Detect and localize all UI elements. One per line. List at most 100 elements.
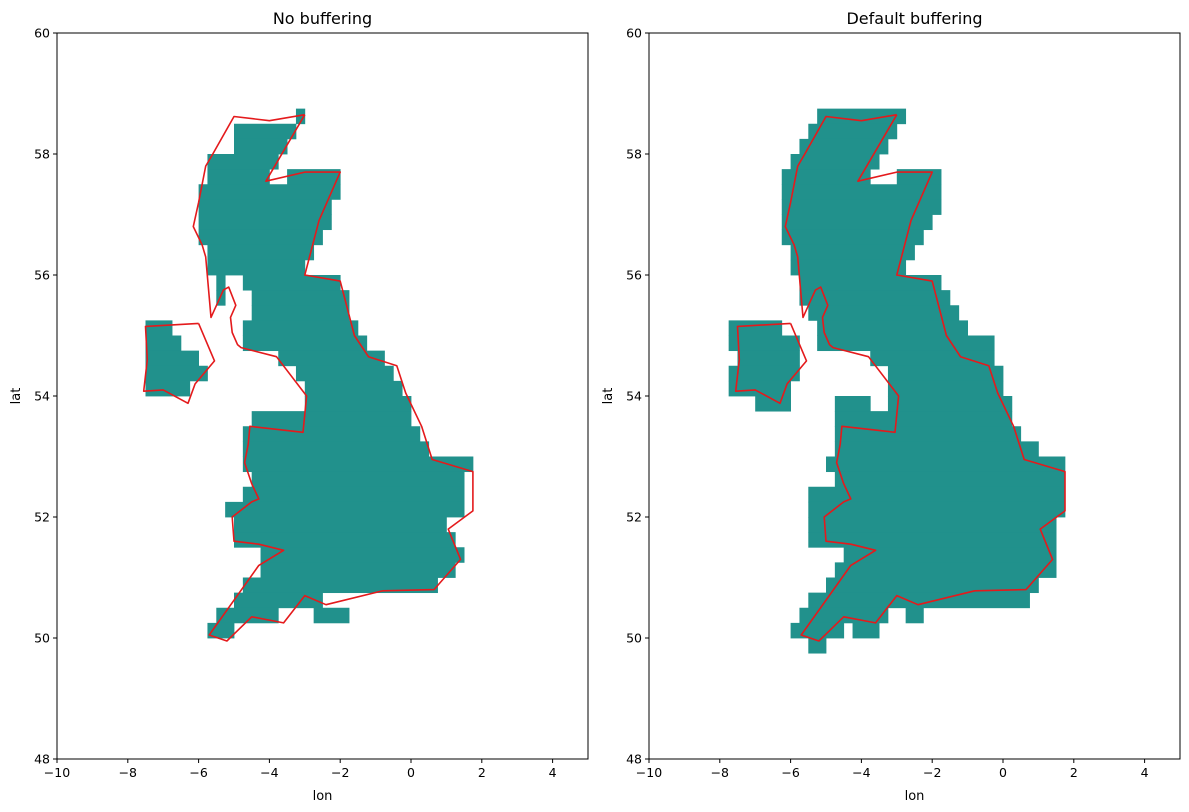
- raster-cell-run: [781, 229, 924, 246]
- raster-cell-run: [808, 501, 1066, 518]
- raster-cell-run: [728, 380, 791, 397]
- raster-cell-run: [887, 396, 1013, 412]
- y-tick-label: 48: [34, 752, 50, 767]
- map-panel-1: −10 −8 −6 −4 −2 0 2 4 48 50 52 54 56 58 60 No buffering…: [9, 9, 589, 804]
- raster-cell-run: [234, 517, 447, 533]
- raster-cell-run: [242, 275, 341, 291]
- raster-cell-run: [808, 592, 1030, 609]
- raster-cell-run: [817, 108, 907, 125]
- raster-cell-run: [207, 154, 279, 170]
- chart-title: Default buffering: [846, 9, 982, 28]
- raster-cell-run: [808, 532, 1057, 548]
- raster-cell-run: [207, 169, 270, 185]
- raster-cell-run: [242, 441, 430, 457]
- x-tick-label: 2: [478, 765, 486, 780]
- x-tick-label: 2: [1070, 765, 1078, 780]
- raster-cell-run: [755, 396, 791, 412]
- raster-cell-run: [728, 335, 800, 352]
- raster-cell-run: [808, 638, 827, 654]
- raster-cell-run: [198, 199, 332, 215]
- x-tick-label: −8: [119, 765, 137, 780]
- raster-cell-run: [234, 138, 288, 155]
- raster-cell-run: [145, 320, 173, 336]
- raster-cell-run: [808, 517, 1057, 533]
- raster-cell-run: [834, 396, 871, 412]
- x-tick-label: −8: [711, 765, 729, 780]
- y-axis-label: lat: [601, 388, 616, 405]
- raster-cell-run: [145, 335, 182, 352]
- raster-cell-run: [781, 184, 942, 200]
- ireland-outline: [734, 322, 808, 405]
- map-panel-2: −10 −8 −6 −4 −2 0 2 4 48 50 52 54 56 58 60 Default buff…: [601, 9, 1181, 804]
- raster-cell-run: [234, 123, 297, 140]
- raster-cell-run: [799, 275, 942, 291]
- raster-cell-run: [145, 380, 191, 397]
- raster-cell-run: [295, 365, 394, 382]
- raster-cell-run: [145, 350, 199, 367]
- x-tick-label: −4: [852, 765, 870, 780]
- raster-cell-run: [242, 456, 474, 473]
- raster-cell-run: [198, 214, 332, 231]
- raster-cell-run: [234, 592, 323, 609]
- x-tick-label: 4: [1141, 765, 1149, 780]
- raster-cell-run: [728, 365, 800, 382]
- x-tick-label: −6: [189, 765, 207, 780]
- raster-cell-run: [826, 577, 1039, 594]
- raster-cell-run: [198, 184, 341, 200]
- raster-cell-run: [260, 562, 456, 578]
- y-tick-label: 58: [34, 147, 50, 162]
- x-tick-label: −10: [636, 765, 662, 780]
- raster-cell-run: [808, 486, 1066, 503]
- x-tick-label: −6: [781, 765, 799, 780]
- raster-cell-run: [808, 305, 960, 321]
- great-britain-outline: [784, 113, 1066, 642]
- x-tick-label: 0: [407, 765, 415, 780]
- great-britain-outline: [192, 113, 474, 642]
- raster-cell-run: [251, 305, 350, 321]
- x-tick-label: −10: [44, 765, 70, 780]
- raster-cell-run: [145, 365, 208, 382]
- chart-title: No buffering: [273, 9, 372, 28]
- raster-cell-run: [198, 229, 323, 246]
- y-axis-label: lat: [9, 388, 24, 405]
- x-tick-label: −2: [923, 765, 941, 780]
- raster-cell-run: [242, 335, 368, 352]
- raster-cell-run: [781, 199, 942, 215]
- x-tick-label: −4: [260, 765, 278, 780]
- ireland-outline: [142, 322, 216, 405]
- raster-cell-run: [781, 169, 871, 185]
- raster-cell-run: [826, 456, 1066, 473]
- y-tick-label: 54: [626, 389, 642, 404]
- raster-cell-run: [260, 547, 465, 563]
- raster-cell-run: [295, 108, 306, 125]
- x-axis-label: lon: [905, 789, 925, 804]
- y-tick-label: 48: [626, 752, 642, 767]
- raster-cell-run: [834, 471, 1066, 488]
- y-tick-label: 54: [34, 389, 50, 404]
- raster-cell-run: [234, 532, 456, 548]
- raster-cell-run: [242, 577, 438, 594]
- raster-cell-run: [304, 380, 403, 397]
- y-tick-label: 56: [626, 268, 642, 283]
- raster-cell-run: [737, 350, 800, 367]
- raster-cell-run: [225, 501, 465, 518]
- y-tick-label: 50: [626, 631, 642, 646]
- raster-cell-run: [834, 562, 1057, 578]
- raster-cell-run: [905, 607, 924, 624]
- raster-cell-run: [799, 607, 889, 624]
- raster-cell-run: [781, 214, 933, 231]
- raster-cell-run: [790, 259, 907, 276]
- raster-cell-run: [216, 290, 226, 306]
- x-axis-label: lon: [313, 789, 333, 804]
- raster-cell-run: [817, 335, 995, 352]
- raster-cell-run: [207, 259, 306, 276]
- y-tick-label: 50: [34, 631, 50, 646]
- raster-cell-run: [304, 396, 412, 412]
- raster-cell-run: [790, 154, 880, 170]
- y-tick-label: 56: [34, 268, 50, 283]
- y-tick-label: 52: [34, 510, 50, 525]
- y-tick-label: 52: [626, 510, 642, 525]
- raster-cell-run: [313, 607, 350, 624]
- raster-cell-run: [251, 411, 412, 427]
